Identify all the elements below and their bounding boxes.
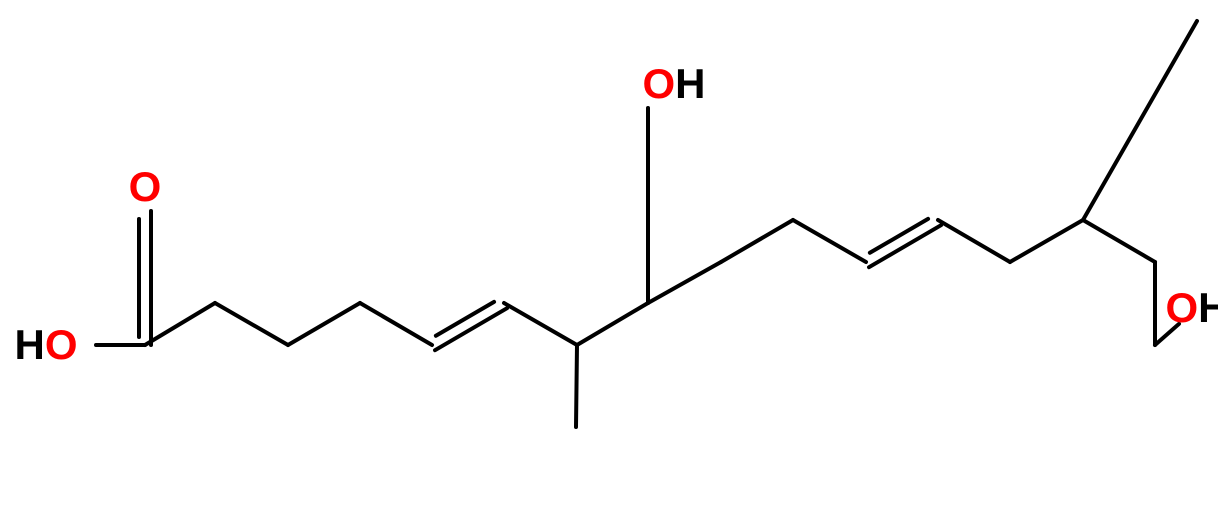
bond-line (648, 262, 721, 303)
bond-line (1010, 220, 1083, 262)
bond-line (576, 345, 577, 427)
bond-line (360, 303, 432, 345)
bond-line (145, 303, 215, 345)
bond-line (288, 303, 360, 345)
bond-line (793, 220, 866, 262)
bond-line (721, 220, 793, 262)
bond-line (215, 303, 288, 345)
bond-line (938, 220, 1010, 262)
atom-label-O_mid: OH (642, 60, 705, 107)
molecule-diagram: O HO OH OH (0, 0, 1218, 518)
atom-label-O_db: O (129, 163, 162, 210)
atom-label-O_cooh: HO (14, 321, 77, 368)
atom-label-O_end: OH (1165, 284, 1218, 331)
bond-line (504, 303, 577, 345)
bond-line (577, 303, 648, 345)
bond-line (1083, 220, 1155, 262)
bond-line (1083, 21, 1197, 220)
